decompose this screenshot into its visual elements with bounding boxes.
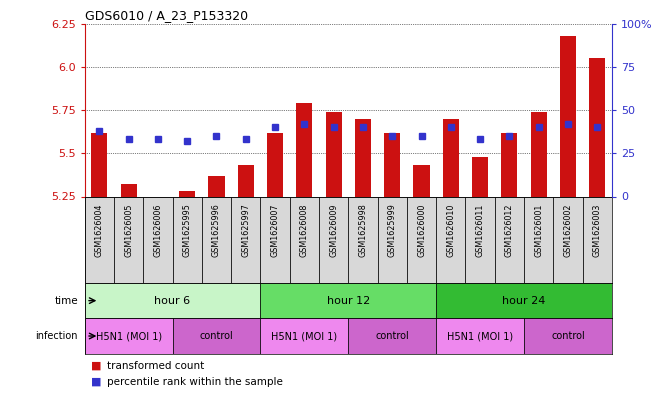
Bar: [91, 132, 107, 196]
Bar: [524, 196, 553, 283]
Bar: [290, 196, 319, 283]
Text: hour 24: hour 24: [503, 296, 546, 306]
Bar: [173, 318, 260, 354]
Bar: [85, 283, 260, 318]
Bar: [501, 132, 518, 196]
Text: H5N1 (MOI 1): H5N1 (MOI 1): [447, 331, 513, 341]
Bar: [85, 318, 173, 354]
Text: H5N1 (MOI 1): H5N1 (MOI 1): [271, 331, 337, 341]
Bar: [267, 132, 283, 196]
Bar: [238, 165, 254, 196]
Text: GSM1626012: GSM1626012: [505, 204, 514, 257]
Bar: [524, 318, 612, 354]
Text: ■: ■: [91, 377, 105, 387]
Bar: [114, 196, 143, 283]
Bar: [143, 196, 173, 283]
Bar: [296, 103, 312, 196]
Bar: [85, 196, 114, 283]
Bar: [202, 196, 231, 283]
Text: GSM1625999: GSM1625999: [388, 204, 396, 257]
Text: transformed count: transformed count: [107, 361, 204, 371]
Text: percentile rank within the sample: percentile rank within the sample: [107, 377, 283, 387]
Text: control: control: [376, 331, 409, 341]
Bar: [326, 112, 342, 196]
Text: ■: ■: [91, 361, 105, 371]
Bar: [173, 196, 202, 283]
Text: control: control: [551, 331, 585, 341]
Bar: [260, 318, 348, 354]
Bar: [260, 283, 436, 318]
Text: GSM1625996: GSM1625996: [212, 204, 221, 257]
Text: hour 6: hour 6: [154, 296, 191, 306]
Bar: [260, 196, 290, 283]
Text: hour 12: hour 12: [327, 296, 370, 306]
Bar: [208, 176, 225, 196]
Bar: [436, 196, 465, 283]
Text: GSM1626002: GSM1626002: [564, 204, 572, 257]
Bar: [355, 119, 371, 196]
Bar: [348, 196, 378, 283]
Bar: [231, 196, 260, 283]
Text: GSM1625997: GSM1625997: [242, 204, 250, 257]
Bar: [120, 184, 137, 196]
Bar: [443, 119, 459, 196]
Text: GSM1626005: GSM1626005: [124, 204, 133, 257]
Text: GSM1626011: GSM1626011: [476, 204, 484, 257]
Bar: [384, 132, 400, 196]
Bar: [179, 191, 195, 196]
Text: GSM1625995: GSM1625995: [183, 204, 191, 257]
Bar: [589, 58, 605, 196]
Text: GSM1626007: GSM1626007: [271, 204, 279, 257]
Text: GSM1626000: GSM1626000: [417, 204, 426, 257]
Text: GDS6010 / A_23_P153320: GDS6010 / A_23_P153320: [85, 9, 248, 22]
Text: GSM1625998: GSM1625998: [359, 204, 367, 257]
Bar: [495, 196, 524, 283]
Text: H5N1 (MOI 1): H5N1 (MOI 1): [96, 331, 161, 341]
Text: time: time: [55, 296, 78, 306]
Bar: [413, 165, 430, 196]
Bar: [319, 196, 348, 283]
Bar: [560, 36, 576, 197]
Text: GSM1626006: GSM1626006: [154, 204, 162, 257]
Text: GSM1626009: GSM1626009: [329, 204, 338, 257]
Bar: [472, 157, 488, 196]
Bar: [465, 196, 495, 283]
Text: GSM1626010: GSM1626010: [447, 204, 455, 257]
Text: GSM1626008: GSM1626008: [300, 204, 309, 257]
Bar: [531, 112, 547, 196]
Text: GSM1626003: GSM1626003: [593, 204, 602, 257]
Text: GSM1626001: GSM1626001: [534, 204, 543, 257]
Bar: [348, 318, 436, 354]
Text: infection: infection: [36, 331, 78, 341]
Bar: [553, 196, 583, 283]
Bar: [436, 283, 612, 318]
Text: GSM1626004: GSM1626004: [95, 204, 104, 257]
Bar: [583, 196, 612, 283]
Bar: [407, 196, 436, 283]
Bar: [378, 196, 407, 283]
Text: control: control: [200, 331, 233, 341]
Bar: [436, 318, 524, 354]
